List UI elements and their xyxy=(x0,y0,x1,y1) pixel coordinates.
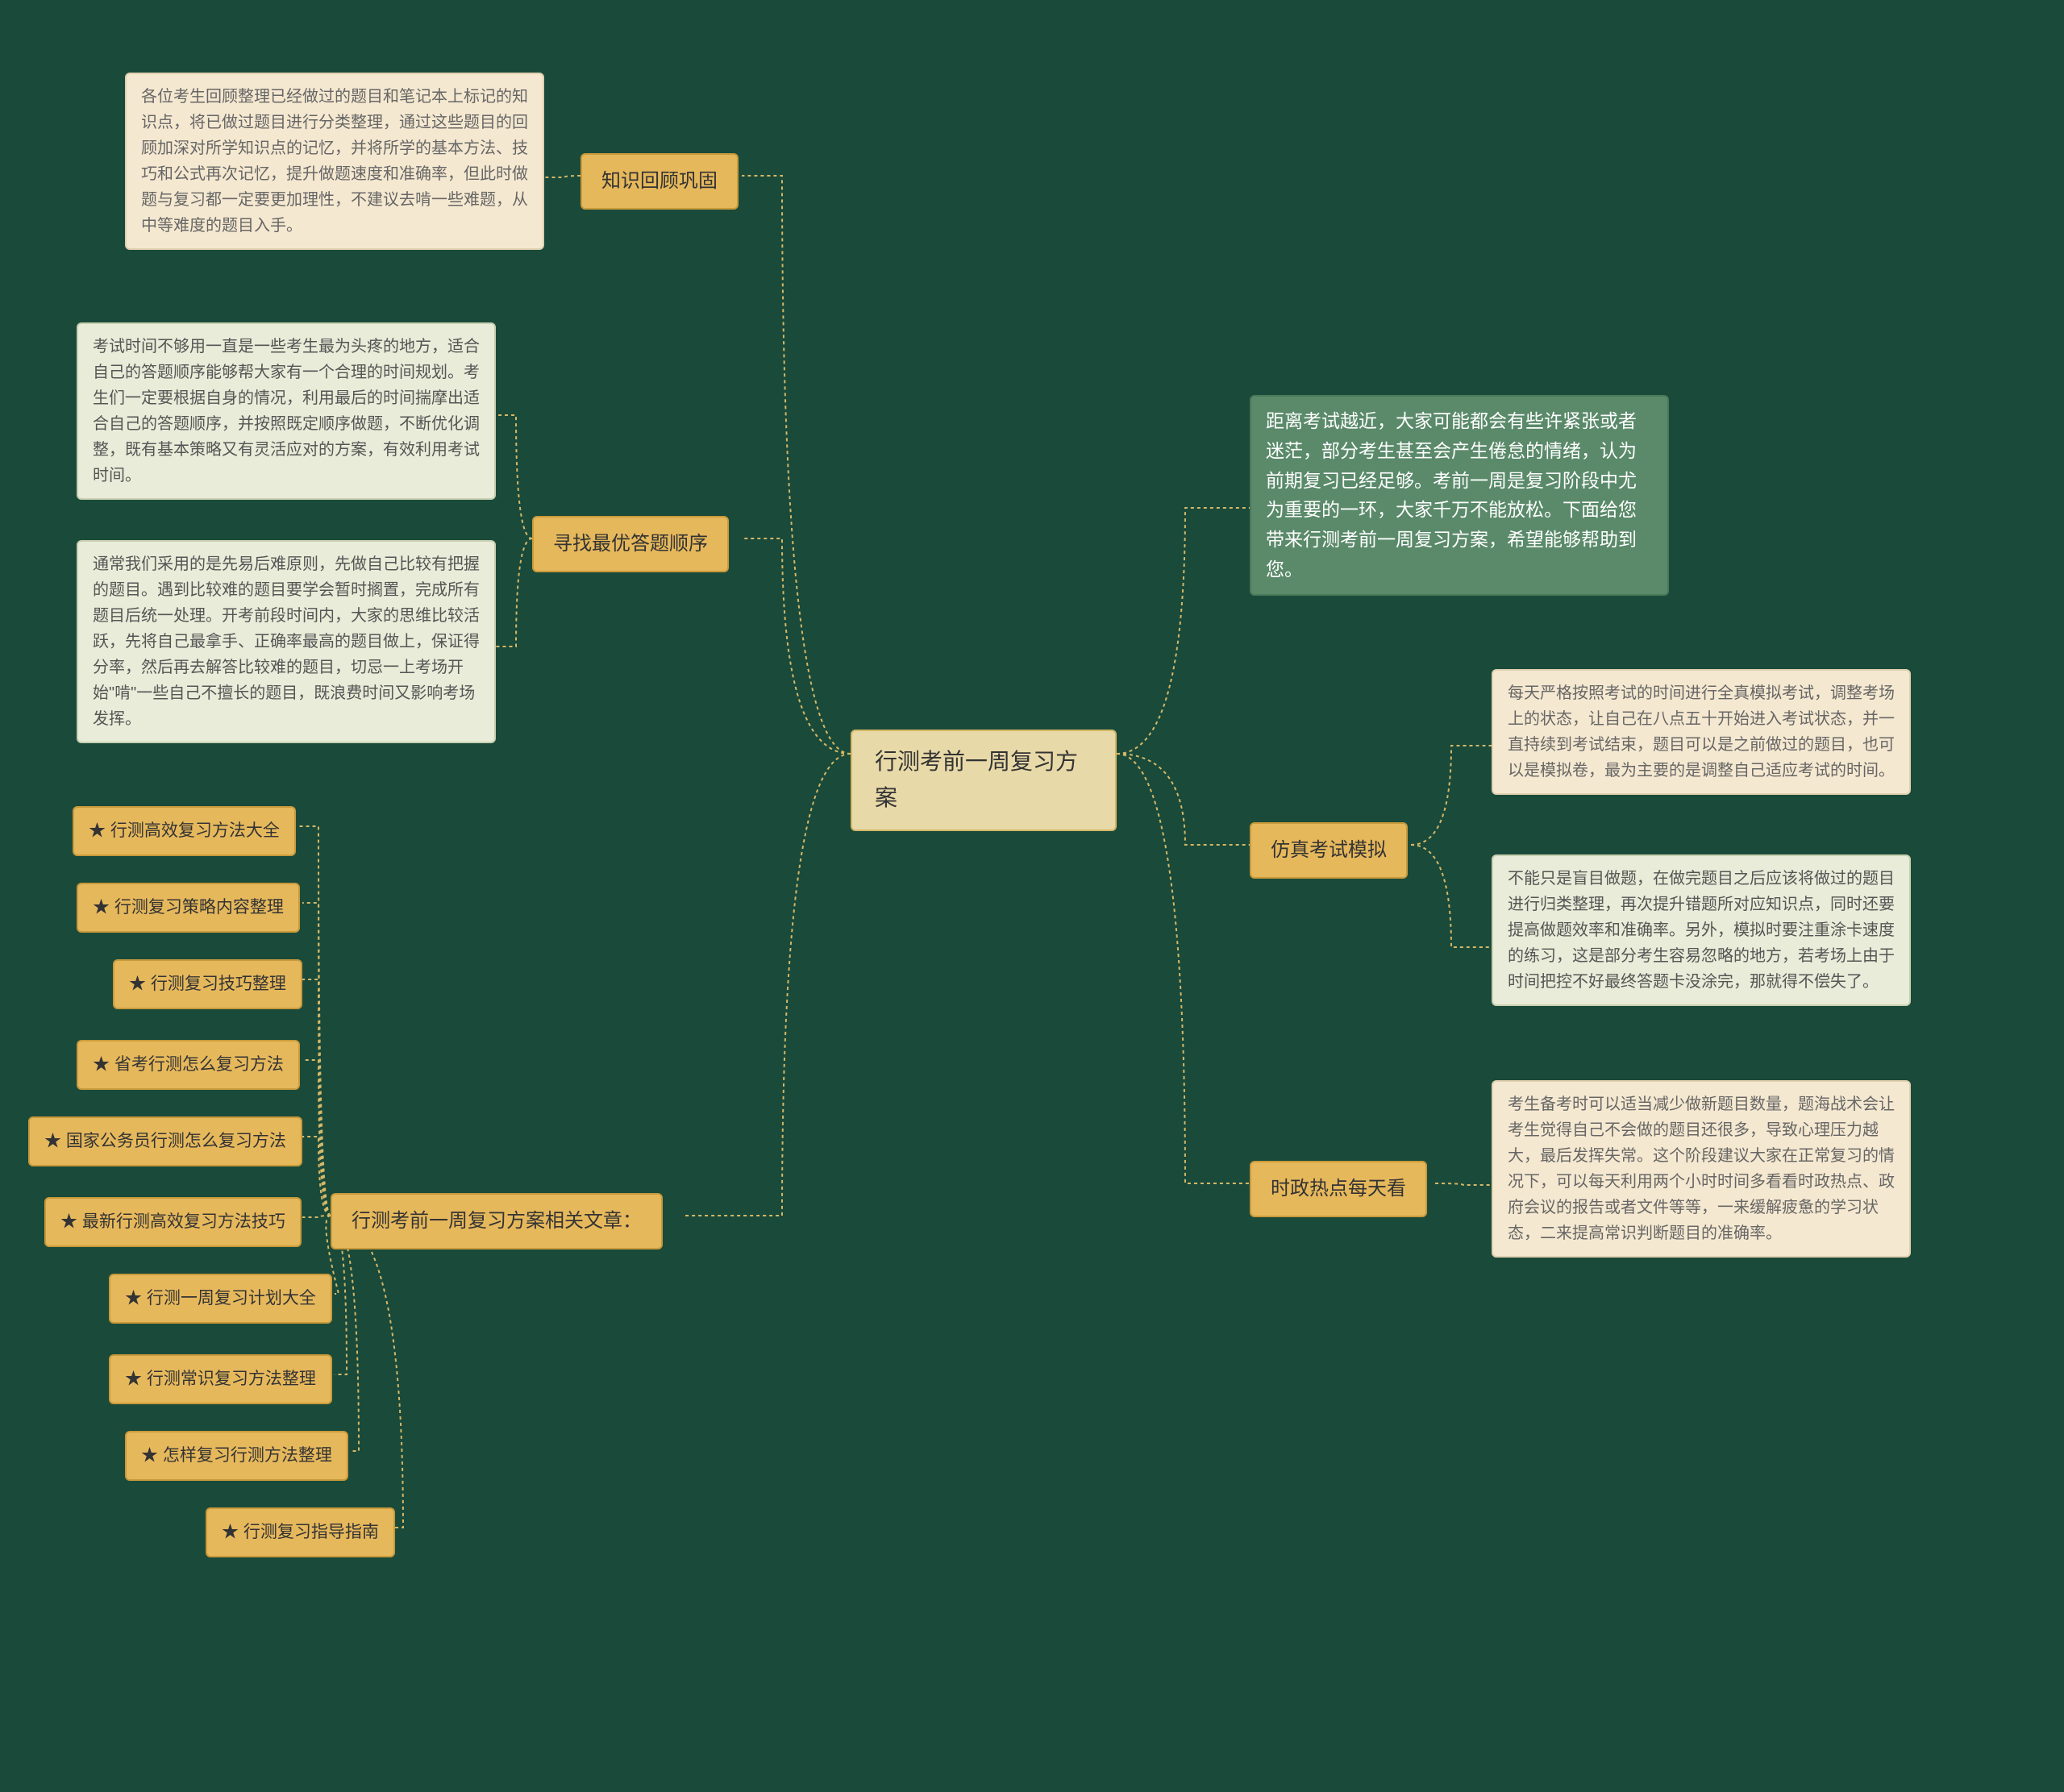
politics-detail: 考生备考时可以适当减少做新题目数量，题海战术会让考生觉得自己不会做的题目还很多，… xyxy=(1492,1080,1911,1258)
branch-answer-order: 寻找最优答题顺序 xyxy=(532,516,729,572)
article-item-7: ★ 行测一周复习计划大全 xyxy=(109,1274,332,1324)
knowledge-review-detail: 各位考生回顾整理已经做过的题目和笔记本上标记的知识点，将已做过题目进行分类整理，… xyxy=(125,73,544,250)
branch-articles: 行测考前一周复习方案相关文章： xyxy=(331,1193,663,1249)
article-item-8: ★ 行测常识复习方法整理 xyxy=(109,1354,332,1404)
branch-knowledge-review: 知识回顾巩固 xyxy=(580,153,739,210)
intro-text: 距离考试越近，大家可能都会有些许紧张或者迷茫，部分考生甚至会产生倦怠的情绪，认为… xyxy=(1250,395,1669,596)
sim-exam-detail-1: 每天严格按照考试的时间进行全真模拟考试，调整考场上的状态，让自己在八点五十开始进… xyxy=(1492,669,1911,795)
article-item-9: ★ 怎样复习行测方法整理 xyxy=(125,1431,348,1481)
article-item-6: ★ 最新行测高效复习方法技巧 xyxy=(44,1197,302,1247)
center-node: 行测考前一周复习方案 xyxy=(851,730,1117,831)
branch-politics: 时政热点每天看 xyxy=(1250,1161,1427,1217)
branch-sim-exam: 仿真考试模拟 xyxy=(1250,822,1408,879)
article-item-5: ★ 国家公务员行测怎么复习方法 xyxy=(28,1116,302,1166)
article-item-10: ★ 行测复习指导指南 xyxy=(206,1507,395,1557)
sim-exam-detail-2: 不能只是盲目做题，在做完题目之后应该将做过的题目进行归类整理，再次提升错题所对应… xyxy=(1492,854,1911,1006)
article-item-2: ★ 行测复习策略内容整理 xyxy=(77,883,300,933)
answer-order-detail-1: 考试时间不够用一直是一些考生最为头疼的地方，适合自己的答题顺序能够帮大家有一个合… xyxy=(77,322,496,500)
article-item-4: ★ 省考行测怎么复习方法 xyxy=(77,1040,300,1090)
article-item-3: ★ 行测复习技巧整理 xyxy=(113,959,302,1009)
article-item-1: ★ 行测高效复习方法大全 xyxy=(73,806,296,856)
answer-order-detail-2: 通常我们采用的是先易后难原则，先做自己比较有把握的题目。遇到比较难的题目要学会暂… xyxy=(77,540,496,743)
